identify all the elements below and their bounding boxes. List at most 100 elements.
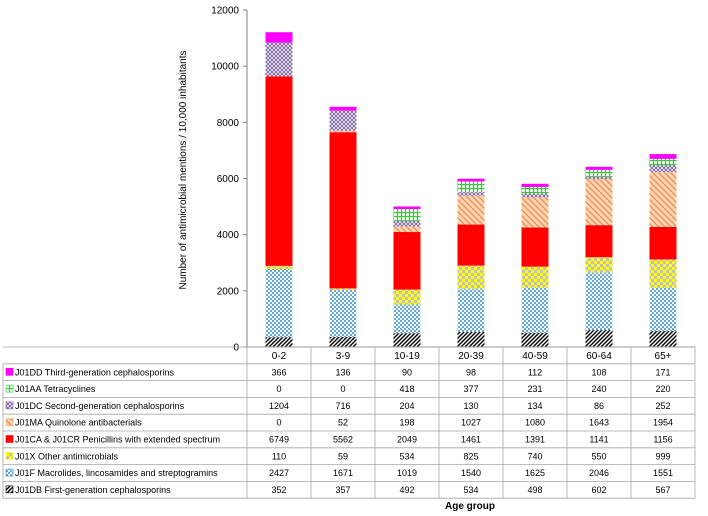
bar-segment: [521, 193, 549, 198]
data-label: 2049: [397, 435, 417, 445]
data-label: 0: [276, 384, 281, 394]
legend-swatch: [5, 367, 14, 376]
legend-label: J01X Other antimicrobials: [15, 451, 119, 461]
y-tick-label: 4000: [217, 230, 240, 241]
bar-segment: [521, 183, 549, 187]
data-label: 1954: [653, 418, 673, 428]
data-label: 1391: [525, 435, 545, 445]
data-label: 98: [466, 367, 476, 377]
data-label: 357: [335, 485, 350, 495]
y-tick-label: 10000: [211, 62, 239, 73]
data-label: 2427: [269, 468, 289, 478]
data-label: 1204: [269, 401, 289, 411]
bar-segment: [521, 197, 549, 228]
data-label: 740: [527, 451, 542, 461]
x-tick-label: 0-2: [272, 351, 287, 362]
data-label: 1671: [333, 468, 353, 478]
data-label: 534: [463, 485, 478, 495]
data-label: 130: [463, 401, 478, 411]
data-label: 110: [272, 451, 286, 461]
data-label: 550: [591, 451, 606, 461]
data-label: 377: [463, 384, 478, 394]
bar-segment: [329, 106, 357, 111]
legend-swatch: [5, 401, 14, 410]
bar-segment: [585, 166, 613, 170]
data-label: 1080: [525, 418, 545, 428]
bar-segment: [649, 165, 677, 173]
data-label: 1461: [461, 435, 481, 445]
bar-segment: [457, 192, 485, 196]
y-tick-label: 8000: [217, 118, 240, 129]
x-axis-title: Age group: [445, 501, 495, 512]
data-label: 492: [399, 485, 414, 495]
data-label: 59: [338, 451, 348, 461]
bar-segment: [393, 289, 421, 305]
data-label: 498: [527, 485, 542, 495]
bar-segment: [585, 176, 613, 180]
data-label: 1540: [461, 468, 481, 478]
data-label: 1551: [653, 468, 673, 478]
bar-segment: [457, 288, 485, 333]
bar-segment: [393, 226, 421, 233]
x-tick-label: 10-19: [394, 351, 420, 362]
bar-segment: [649, 259, 677, 288]
bar-segment: [393, 333, 421, 347]
y-tick-label: 12000: [211, 6, 239, 17]
legend-label: J01CA & J01CR Penicillins with extended …: [15, 435, 220, 445]
data-label: 204: [399, 401, 414, 411]
data-label: 252: [655, 401, 670, 411]
data-label: 198: [399, 418, 414, 428]
bars: [265, 32, 677, 347]
legend-swatch: [5, 435, 14, 443]
bar-segment: [649, 331, 677, 347]
legend-label: J01DC Second-generation cephalosporins: [15, 401, 185, 411]
bar-segment: [265, 268, 293, 338]
bar-segment: [393, 304, 421, 334]
data-label: 0: [276, 418, 281, 428]
bar-segment: [265, 76, 293, 266]
bar-segment: [649, 154, 677, 159]
data-label: 1156: [653, 435, 672, 445]
data-label: 5562: [333, 435, 353, 445]
y-tick-label: 0: [233, 343, 239, 354]
data-label: 171: [655, 367, 670, 377]
bar-segment: [521, 186, 549, 194]
y-axis-title: Number of antimicrobial mentions / 10,00…: [178, 50, 189, 289]
data-label: 1643: [589, 418, 609, 428]
bar-segment: [329, 110, 357, 131]
x-axis: 0-2 3-9 10-19 20-39 40-59 60-64 65+: [247, 346, 695, 362]
data-label: 108: [591, 367, 606, 377]
data-label: 825: [463, 451, 478, 461]
data-label: 1625: [525, 468, 545, 478]
bar-segment: [265, 42, 293, 77]
legend-swatch: [5, 468, 14, 477]
data-label: 134: [527, 401, 542, 411]
bar-segment: [393, 220, 421, 227]
bar-segment: [329, 288, 357, 291]
data-label: 999: [655, 451, 670, 461]
bar-segment: [585, 179, 613, 226]
data-label: 418: [399, 384, 414, 394]
bar-segment: [457, 224, 485, 266]
legend-label: J01F Macrolides, lincosamides and strept…: [15, 468, 218, 478]
bar-segment: [649, 287, 677, 332]
x-tick-label: 20-39: [458, 351, 484, 362]
data-label: 1141: [589, 435, 608, 445]
data-label: 602: [591, 485, 606, 495]
data-label: 1019: [397, 468, 417, 478]
bar-segment: [329, 132, 357, 289]
bar-segment: [393, 206, 421, 209]
y-tick-label: 6000: [217, 174, 240, 185]
y-axis: 0 2000 4000 6000 8000 10000 12000: [211, 6, 248, 354]
x-tick-label: 3-9: [336, 351, 351, 362]
legend-swatch: [5, 418, 14, 427]
bar-segment: [457, 265, 485, 289]
y-tick-label: 2000: [217, 286, 240, 297]
bar-segment: [457, 195, 485, 225]
bar-segment: [521, 227, 549, 267]
legend-swatch: [5, 451, 14, 460]
x-tick-label: 60-64: [586, 351, 612, 362]
data-label: 534: [399, 451, 414, 461]
legend-swatch: [5, 384, 14, 393]
bar-segment: [585, 225, 613, 258]
